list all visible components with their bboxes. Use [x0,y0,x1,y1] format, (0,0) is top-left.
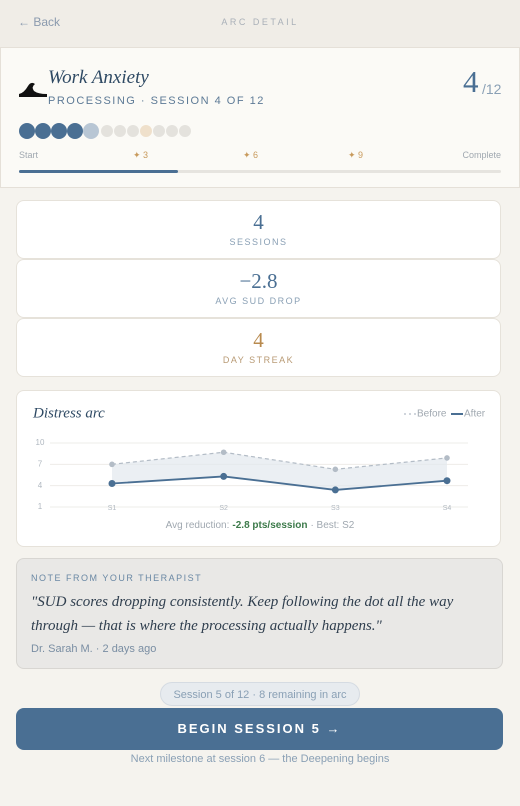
milestone-label: ✦ 3 [133,150,149,160]
note-card [16,558,503,669]
progress-fill [19,170,179,173]
x-tick-label: S1 [108,505,117,512]
y-tick-label: 7 [38,459,43,468]
top-bar [0,0,520,47]
stat-value: −2.8 [239,269,278,293]
total-sessions: /12 [482,81,502,97]
dot-todo [153,125,165,137]
current-session: 4 [463,64,479,99]
note-author: Dr. Sarah M. · 2 days ago [31,643,157,655]
legend-label: After [464,409,486,420]
stat-card: −2.8 AVG SUD DROP [16,259,501,318]
dot-done [67,123,83,139]
stat-value: 4 [253,210,264,234]
milestone-label: Start [19,150,39,160]
x-tick-label: S2 [219,505,228,512]
milestone-label: ✦ 6 [243,150,259,160]
point [331,486,339,494]
chart-title: Distress arc [32,405,105,421]
point [332,466,339,473]
y-tick-label: 4 [38,481,43,490]
point [220,449,227,456]
dot-done [19,123,35,139]
progress-track [19,170,501,173]
page-title: ARC DETAIL [221,17,299,27]
x-tick-label: S4 [443,505,452,512]
dot-todo [179,125,191,137]
point [444,455,450,461]
stat-label: DAY STREAK [222,355,295,365]
dot-next [83,123,99,139]
dot-todo [166,125,178,137]
gap-area [112,452,447,490]
chart-summary: Avg reduction: -2.8 pts/session · Best: S2 [166,520,355,531]
note-quote: "SUD scores dropping consistently. Keep … [31,594,454,634]
series-line [111,451,448,470]
point [220,472,228,480]
stat-card: 4 SESSIONS [16,200,501,259]
point [108,480,116,488]
x-tick-label: S3 [331,505,340,512]
stat-label: SESSIONS [229,237,288,247]
summary-label: Avg reduction: [166,520,230,531]
arc-card [0,47,520,188]
milestone-label: Complete [462,150,501,160]
chart: Distress arc 1 4 7 10 S1 S2 S3 S4 Before After Avg… [32,405,486,531]
footer-caption: Next milestone at session 6 — the Deepen… [130,753,390,765]
arc-subtitle: PROCESSING · SESSION 4 OF 12 [48,95,265,107]
dot-todo [101,125,113,137]
begin-button[interactable]: BEGIN SESSION 5 → [16,708,503,750]
dot-todo [114,125,126,137]
arc-icon [19,82,47,97]
stat-label: AVG SUD DROP [215,296,302,306]
y-tick-label: 10 [36,438,45,447]
summary-value: -2.8 pts/session [232,520,307,531]
back-link[interactable]: ← Back [18,15,61,29]
point [443,477,451,485]
arc-name: Work Anxiety [48,67,149,88]
point [109,461,115,468]
series-line [111,475,448,491]
dot-todo [127,125,139,137]
y-tick-label: 1 [38,502,43,511]
milestone-label: ✦ 9 [348,150,364,160]
legend-label: Before [417,409,447,420]
summary-best: · Best: S2 [310,520,354,531]
dot-done [35,123,51,139]
stat-card: 4 DAY STREAK [16,318,501,377]
session-pill: Session 5 of 12 · 8 remaining in arc [160,682,360,706]
stat-value: 4 [253,328,264,352]
note-label: NOTE FROM YOUR THERAPIST [31,573,203,583]
dot-done [51,123,67,139]
dot-milestone [140,125,152,137]
